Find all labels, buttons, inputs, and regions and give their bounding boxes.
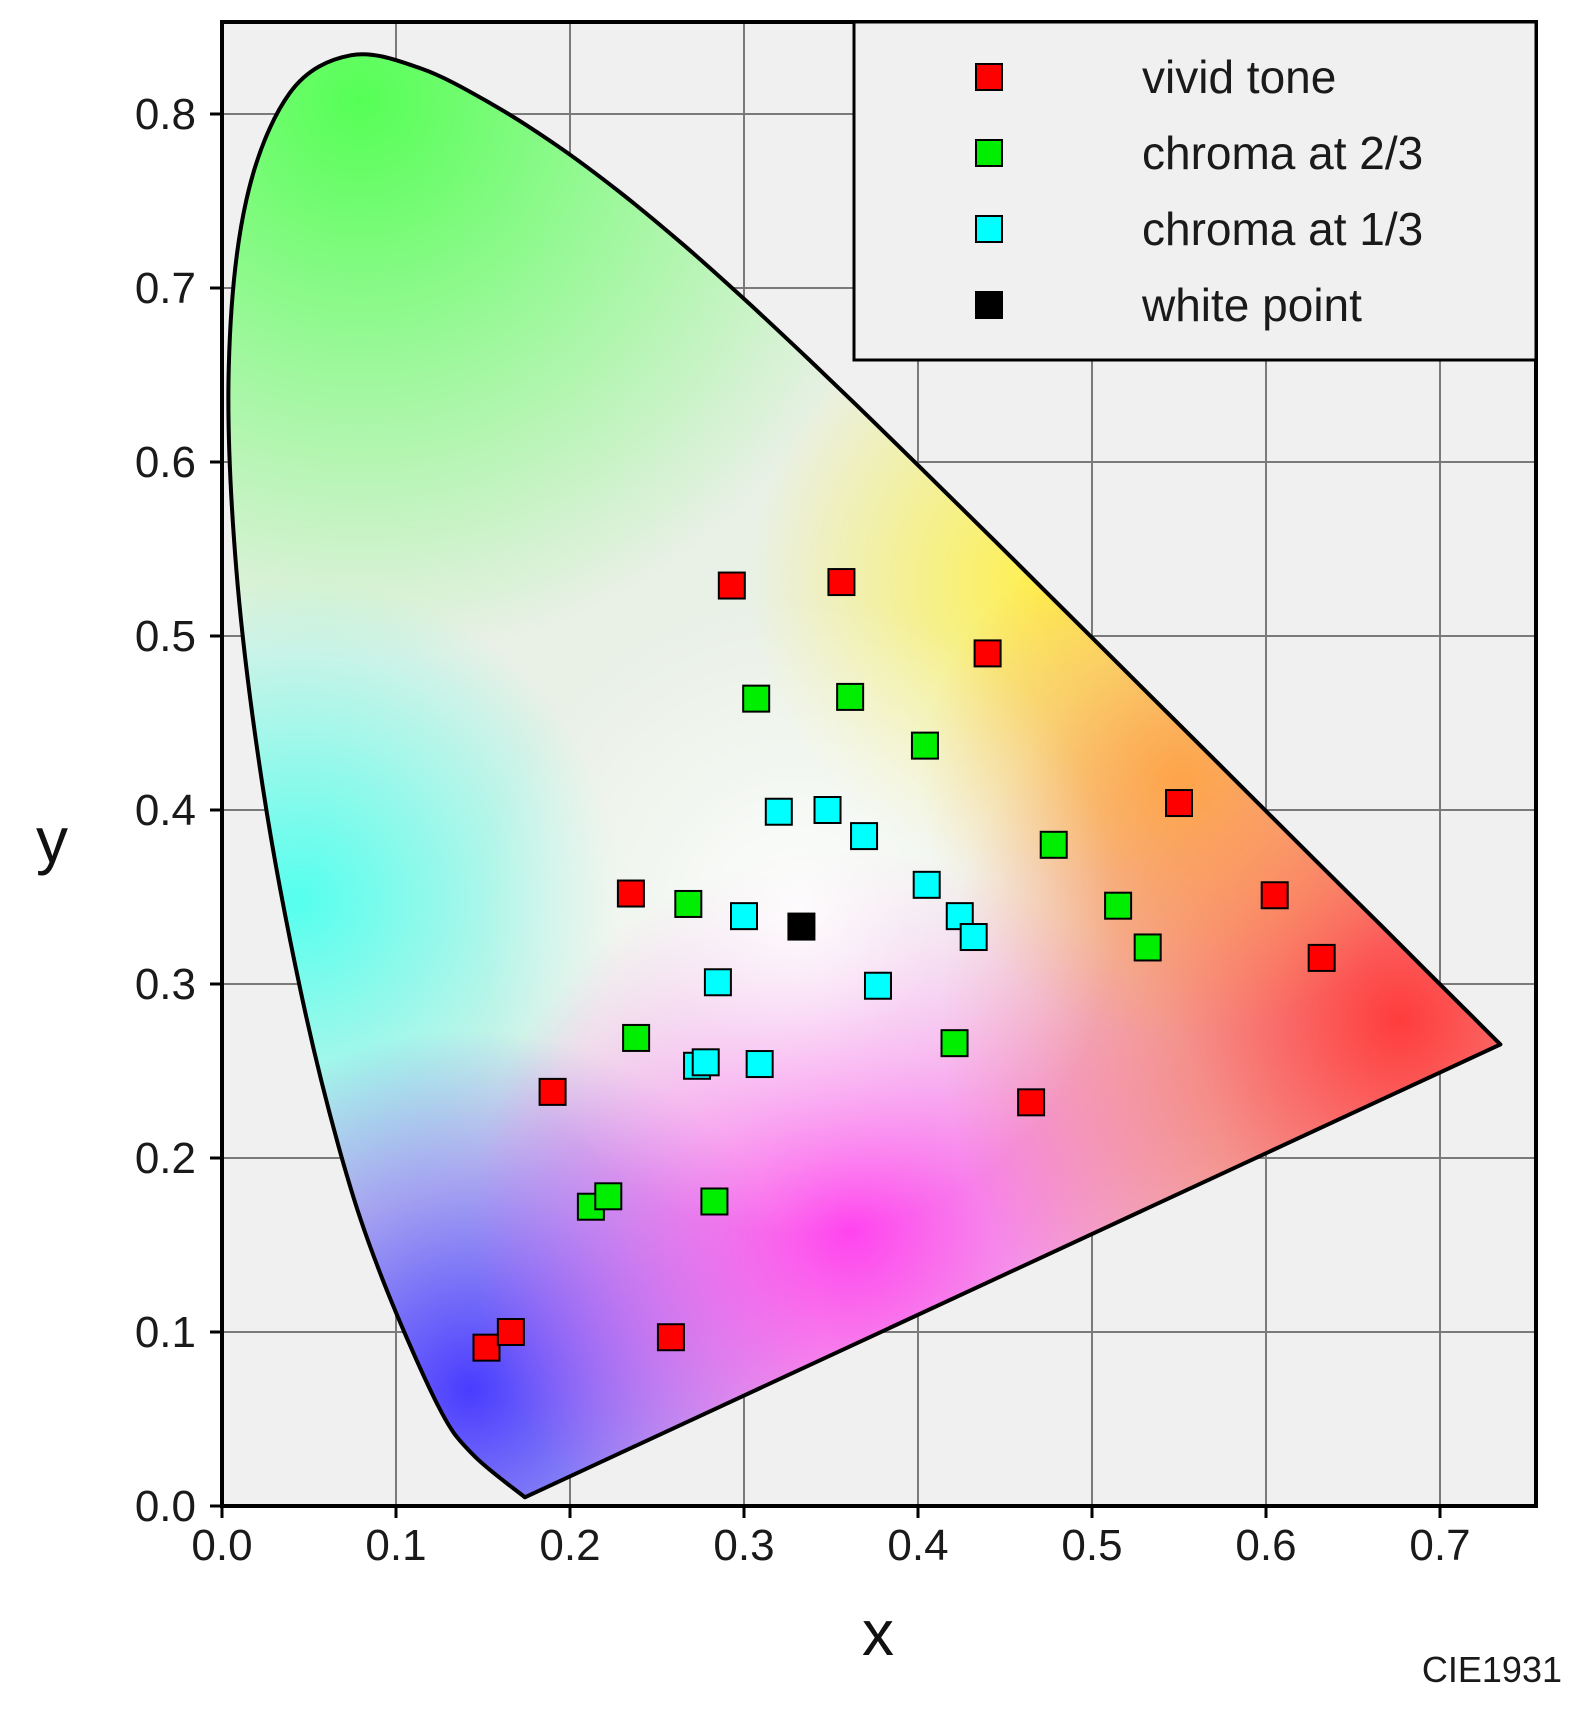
marker-chroma-at-1-3-0 bbox=[764, 797, 793, 826]
marker-vivid-tone-5 bbox=[1307, 943, 1336, 972]
marker-vivid-tone-8 bbox=[1017, 1088, 1046, 1117]
x-axis-ticks: 0.0 0.1 0.2 0.3 0.4 0.5 0.6 0.7 bbox=[191, 1506, 1471, 1570]
legend-swatch-0 bbox=[975, 63, 1003, 91]
marker-chroma-at-1-3-7 bbox=[703, 968, 732, 997]
x-axis-title: x bbox=[862, 1597, 894, 1669]
legend-label-1: chroma at 2/3 bbox=[1142, 127, 1423, 179]
legend-label-0: vivid tone bbox=[1142, 51, 1336, 103]
marker-chroma-at-2-3-10 bbox=[594, 1182, 623, 1211]
marker-chroma-at-1-3-11 bbox=[745, 1050, 774, 1079]
marker-vivid-tone-1 bbox=[827, 568, 856, 597]
marker-vivid-tone-7 bbox=[538, 1077, 567, 1106]
legend-swatch-2 bbox=[975, 215, 1003, 243]
marker-chroma-at-2-3-7 bbox=[622, 1023, 651, 1052]
y-tick-label-6: 0.6 bbox=[135, 438, 196, 487]
marker-chroma-at-1-3-6 bbox=[730, 902, 758, 931]
spectral-locus-outline bbox=[226, 52, 1503, 1500]
x-tick-label-4: 0.4 bbox=[887, 1521, 948, 1570]
marker-chroma-at-2-3-5 bbox=[1133, 933, 1162, 962]
marker-chroma-at-1-3-2 bbox=[850, 822, 879, 851]
marker-vivid-tone-11 bbox=[656, 1323, 685, 1352]
y-tick-label-7: 0.7 bbox=[135, 264, 196, 313]
legend-swatch-3 bbox=[975, 291, 1003, 319]
x-tick-label-2: 0.2 bbox=[539, 1521, 600, 1570]
marker-vivid-tone-4 bbox=[1260, 881, 1289, 910]
x-tick-label-1: 0.1 bbox=[365, 1521, 426, 1570]
legend-label-2: chroma at 1/3 bbox=[1142, 203, 1423, 255]
y-axis-ticks: 0.0 0.1 0.2 0.3 0.4 0.5 0.6 0.7 0.8 bbox=[135, 90, 222, 1531]
marker-vivid-tone-0 bbox=[717, 571, 746, 600]
marker-white-point-0 bbox=[787, 912, 816, 941]
x-tick-label-5: 0.5 bbox=[1061, 1521, 1122, 1570]
data-markers bbox=[472, 568, 1336, 1362]
marker-vivid-tone-3 bbox=[1165, 789, 1193, 818]
marker-vivid-tone-6 bbox=[616, 879, 645, 908]
x-tick-label-6: 0.6 bbox=[1235, 1521, 1296, 1570]
marker-chroma-at-2-3-11 bbox=[700, 1187, 729, 1216]
legend-label-3: white point bbox=[1141, 279, 1362, 331]
marker-chroma-at-2-3-8 bbox=[940, 1029, 969, 1058]
marker-chroma-at-2-3-3 bbox=[1039, 830, 1068, 859]
marker-chroma-at-2-3-6 bbox=[674, 889, 703, 918]
marker-chroma-at-1-3-10 bbox=[691, 1048, 720, 1077]
y-tick-label-0: 0.0 bbox=[135, 1482, 196, 1531]
marker-chroma-at-1-3-1 bbox=[813, 796, 842, 824]
marker-chroma-at-2-3-0 bbox=[742, 684, 771, 713]
legend: vivid tone chroma at 2/3 chroma at 1/3 whit… bbox=[852, 20, 1538, 362]
marker-chroma-at-2-3-2 bbox=[910, 731, 939, 760]
legend-swatch-1 bbox=[975, 139, 1003, 167]
y-tick-label-8: 0.8 bbox=[135, 90, 196, 139]
marker-chroma-at-2-3-4 bbox=[1104, 891, 1133, 920]
x-tick-label-0: 0.0 bbox=[191, 1521, 252, 1570]
y-tick-label-2: 0.2 bbox=[135, 1134, 196, 1183]
marker-chroma-at-1-3-8 bbox=[863, 971, 892, 1000]
y-tick-label-3: 0.3 bbox=[135, 960, 196, 1009]
marker-chroma-at-1-3-3 bbox=[912, 870, 941, 899]
cie1931-label: CIE1931 bbox=[1422, 1649, 1562, 1690]
y-tick-label-1: 0.1 bbox=[135, 1308, 196, 1357]
marker-vivid-tone-10 bbox=[496, 1318, 525, 1346]
x-tick-label-3: 0.3 bbox=[713, 1521, 774, 1570]
x-tick-label-7: 0.7 bbox=[1409, 1521, 1470, 1570]
marker-chroma-at-1-3-5 bbox=[959, 923, 988, 952]
marker-chroma-at-2-3-1 bbox=[836, 682, 865, 711]
y-tick-label-4: 0.4 bbox=[135, 786, 196, 835]
y-axis-title: y bbox=[36, 804, 68, 876]
y-tick-label-5: 0.5 bbox=[135, 612, 196, 661]
legend-items: vivid tone chroma at 2/3 chroma at 1/3 whit… bbox=[975, 51, 1423, 331]
legend-box bbox=[852, 20, 1538, 362]
marker-vivid-tone-2 bbox=[973, 639, 1002, 668]
marker-vivid-tone-9 bbox=[472, 1333, 501, 1362]
